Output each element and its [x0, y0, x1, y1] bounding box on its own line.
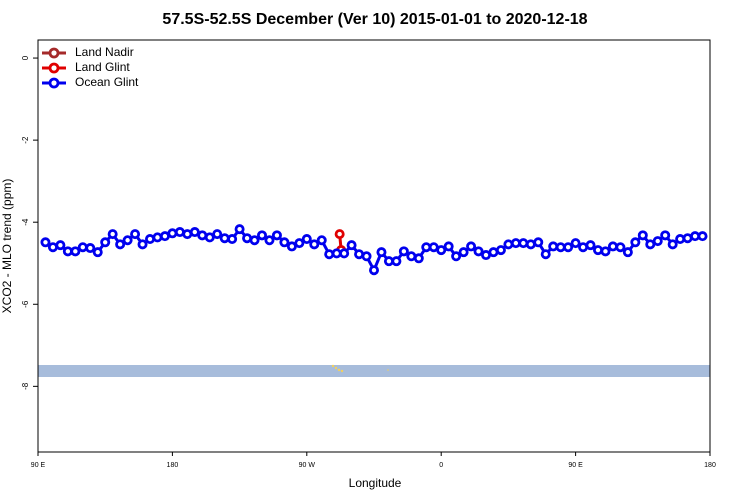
data-point — [667, 239, 678, 250]
x-tick-label: 90 E — [568, 462, 583, 469]
data-point — [130, 229, 141, 240]
data-point — [391, 256, 402, 267]
data-point — [107, 229, 118, 240]
data-point — [413, 253, 424, 264]
data-point — [518, 238, 529, 249]
data-point — [630, 237, 641, 248]
x-axis-label: Longitude — [349, 476, 402, 490]
data-point — [152, 232, 163, 243]
data-point — [652, 236, 663, 247]
data-point — [376, 247, 387, 258]
data-point — [227, 234, 238, 245]
data-point — [144, 234, 155, 245]
x-tick-label: 0 — [439, 462, 443, 469]
data-point — [361, 251, 372, 262]
legend-label: Ocean Glint — [75, 75, 139, 89]
data-point — [334, 229, 345, 240]
data-point — [85, 243, 96, 254]
data-point — [167, 228, 178, 239]
y-tick-label: -6 — [21, 300, 30, 308]
data-point — [264, 235, 275, 246]
legend-label: Land Glint — [75, 60, 130, 74]
data-point — [600, 246, 611, 257]
data-point — [137, 239, 148, 250]
data-point — [77, 242, 88, 253]
data-point — [212, 229, 223, 240]
data-point — [637, 230, 648, 241]
data-point — [533, 237, 544, 248]
data-point — [503, 239, 514, 250]
chart-title: 57.5S-52.5S December (Ver 10) 2015-01-01… — [162, 11, 587, 28]
data-point — [286, 241, 297, 252]
y-tick-label: -8 — [21, 382, 30, 390]
x-tick-label: 180 — [167, 462, 179, 469]
data-point — [294, 238, 305, 249]
data-point — [398, 246, 409, 257]
plot-frame — [37, 39, 711, 453]
data-point — [436, 245, 447, 256]
x-tick-label: 90 E — [31, 462, 46, 469]
y-tick-label: -2 — [21, 136, 30, 144]
data-point — [271, 230, 282, 241]
data-point — [645, 239, 656, 250]
data-point — [204, 232, 215, 243]
data-point — [301, 234, 312, 245]
data-point — [451, 251, 462, 262]
data-point — [368, 265, 379, 276]
x-tick-label: 180 — [704, 462, 716, 469]
y-tick-label: -4 — [21, 218, 30, 226]
data-point — [256, 230, 267, 241]
data-point — [92, 247, 103, 258]
data-point — [115, 239, 126, 250]
data-point — [593, 245, 604, 256]
data-point — [40, 237, 51, 248]
x-tick-label: 90 W — [299, 462, 316, 469]
data-point — [675, 234, 686, 245]
legend-marker — [48, 77, 60, 89]
data-point — [585, 240, 596, 251]
data-point — [697, 231, 708, 242]
data-point — [607, 241, 618, 252]
data-point — [70, 246, 81, 257]
data-point — [466, 241, 477, 252]
data-point — [249, 235, 260, 246]
data-point — [563, 242, 574, 253]
data-point — [189, 227, 200, 238]
data-point — [622, 247, 633, 258]
legend-label: Land Nadir — [75, 45, 134, 59]
data-point — [570, 238, 581, 249]
data-point — [495, 245, 506, 256]
legend-marker — [48, 47, 60, 59]
map-strip — [38, 364, 710, 377]
y-tick-label: 0 — [21, 55, 30, 60]
data-point — [55, 240, 66, 251]
data-point — [339, 248, 350, 259]
y-axis-label: XCO2 - MLO trend (ppm) — [0, 179, 14, 314]
data-point — [346, 240, 357, 251]
data-point — [660, 230, 671, 241]
data-point — [458, 247, 469, 258]
data-point — [316, 235, 327, 246]
data-point — [615, 242, 626, 253]
data-point — [100, 237, 111, 248]
data-point — [309, 239, 320, 250]
data-point — [540, 249, 551, 260]
data-point — [443, 241, 454, 252]
legend-marker — [48, 62, 60, 74]
data-point — [234, 224, 245, 235]
data-point — [324, 249, 335, 260]
data-point — [548, 241, 559, 252]
data-point — [279, 237, 290, 248]
data-point — [122, 235, 133, 246]
data-point — [219, 233, 230, 244]
data-point — [473, 246, 484, 257]
